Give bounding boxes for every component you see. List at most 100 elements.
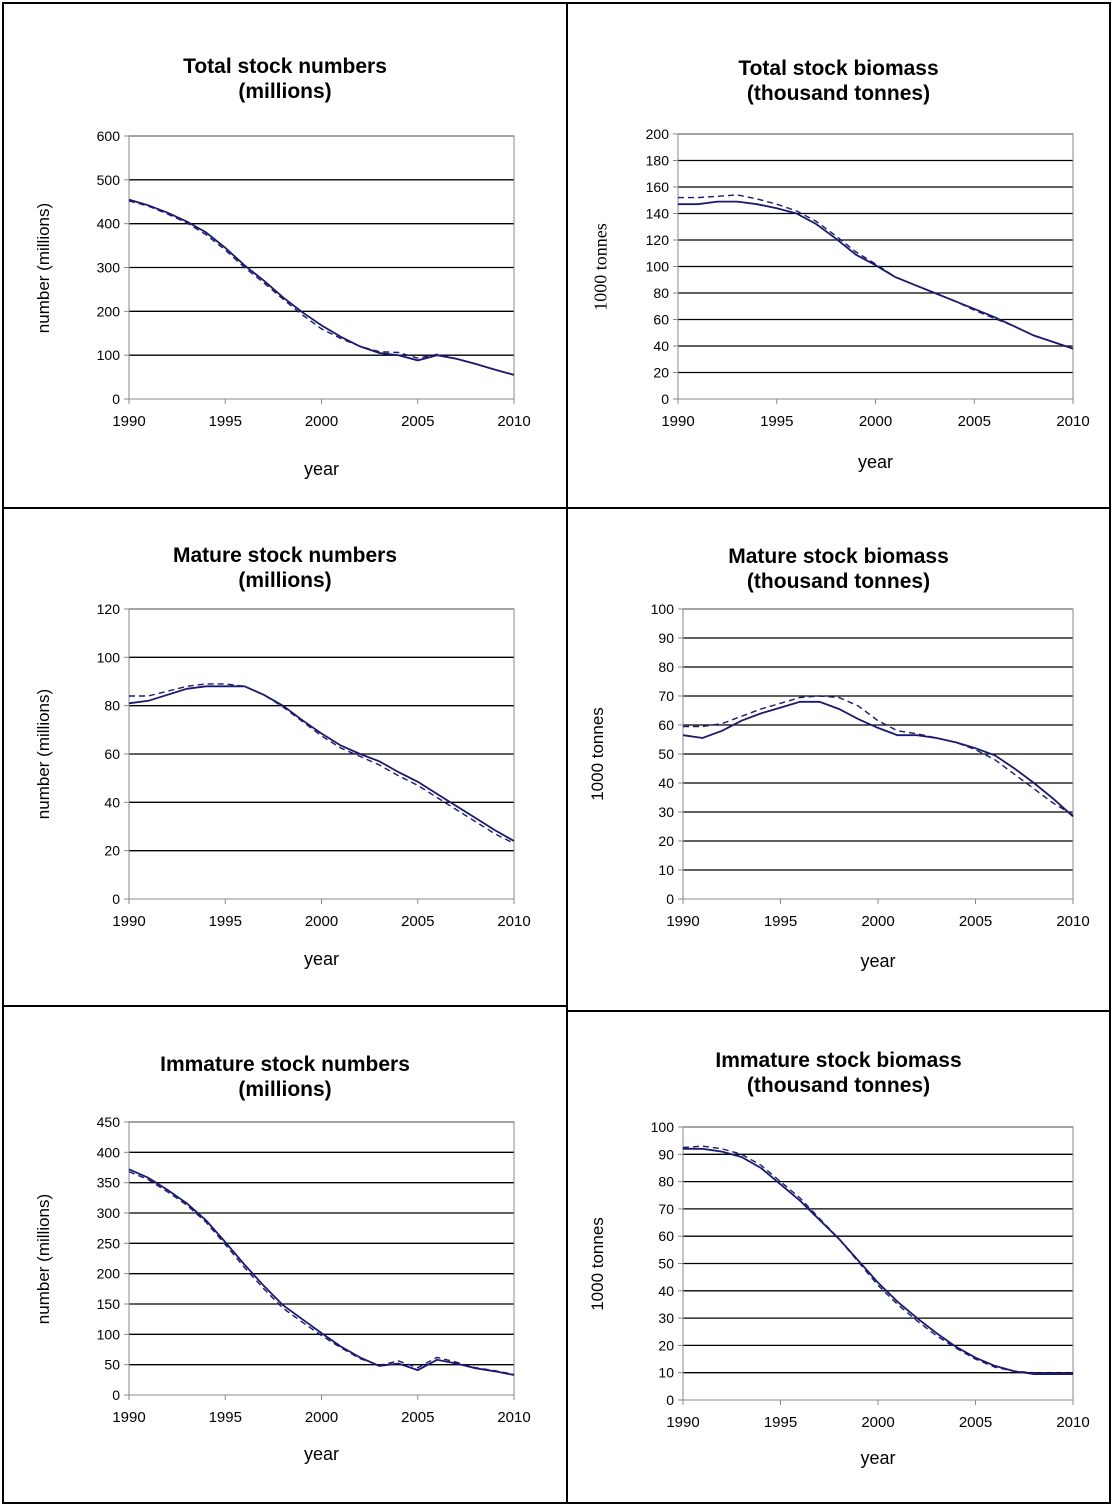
y-tick-label: 0 <box>112 1387 120 1403</box>
x-tick-label: 1995 <box>209 1409 242 1426</box>
y-tick-label: 40 <box>658 775 674 791</box>
y-tick-label: 10 <box>658 862 674 878</box>
x-tick-label: 1990 <box>112 913 145 930</box>
y-tick-label: 150 <box>97 1296 121 1312</box>
y-tick-label: 20 <box>104 843 120 859</box>
y-tick-label: 90 <box>658 1146 674 1162</box>
chart-title: Immature stock biomass (thousand tonnes) <box>568 1048 1109 1098</box>
y-tick-label: 50 <box>658 746 674 762</box>
chart-title-line: (millions) <box>238 1078 332 1101</box>
x-tick-label: 2000 <box>305 413 338 430</box>
x-tick-label: 1990 <box>666 913 699 930</box>
y-tick-label: 200 <box>97 1266 121 1282</box>
chart-panel-total-biomass: Total stock biomass (thousand tonnes) 0 20 4… <box>566 2 1111 509</box>
x-tick-label: 1995 <box>764 1414 797 1431</box>
y-tick-label: 600 <box>97 128 121 144</box>
chart-panel-mature-biomass: Mature stock biomass (thousand tonnes) 0 10… <box>566 507 1111 1012</box>
x-axis-label: year <box>857 452 894 472</box>
x-tick-label: 2000 <box>305 913 338 930</box>
x-tick-label: 2010 <box>1056 1414 1089 1431</box>
y-tick-label: 120 <box>97 601 121 617</box>
y-tick-label: 20 <box>653 365 669 381</box>
y-tick-label: 0 <box>112 891 120 907</box>
plot-area-frame <box>682 608 1074 900</box>
x-tick-label: 1995 <box>760 413 793 430</box>
y-tick-label: 80 <box>658 659 674 675</box>
y-tick-label: 70 <box>658 1201 674 1217</box>
x-tick-label: 2005 <box>959 913 992 930</box>
chart-plot: 0 100 200 300 400 500 600 1990 1995 2000 2005 2010 <box>97 128 531 430</box>
plot-area-frame <box>128 1121 515 1396</box>
series-line-dashed <box>128 1171 515 1376</box>
x-tick-label: 2005 <box>401 913 434 930</box>
y-axis-label: number (millions) <box>34 1193 53 1324</box>
chart-title: Total stock biomass (thousand tonnes) <box>568 56 1109 106</box>
chart-title-line: Total stock biomass <box>738 57 939 80</box>
x-axis-label: year <box>860 1448 896 1468</box>
y-tick-label: 10 <box>658 1365 674 1381</box>
y-tick-label: 120 <box>646 232 670 248</box>
chart-title-line: (millions) <box>238 80 332 103</box>
y-tick-label: 0 <box>666 891 674 907</box>
y-tick-label: 350 <box>97 1175 121 1191</box>
chart-title-line: Mature stock biomass <box>728 545 949 568</box>
y-tick-label: 70 <box>658 688 674 704</box>
y-axis-label: number (millions) <box>34 688 53 820</box>
x-tick-label: 2010 <box>1056 913 1089 930</box>
x-tick-label: 2010 <box>497 913 530 930</box>
chart-title-line: (thousand tonnes) <box>746 1074 931 1097</box>
y-tick-label: 40 <box>653 338 669 354</box>
x-tick-label: 2005 <box>401 1409 434 1426</box>
plot-area-frame <box>682 1126 1074 1401</box>
y-tick-label: 60 <box>653 312 669 328</box>
chart-title-line: (thousand tonnes) <box>746 82 931 105</box>
y-axis-label: 1000 tonnes <box>588 1216 607 1311</box>
chart-plot: 0 10 20 30 40 50 60 70 80 90 100 1990 1995 2000 2005 20… <box>651 1119 1090 1431</box>
plot-area-frame <box>677 133 1074 400</box>
x-tick-label: 1995 <box>209 413 242 430</box>
y-tick-label: 300 <box>97 1205 121 1221</box>
chart-panel-immature-biomass: Immature stock biomass (thousand tonnes) 0… <box>566 1010 1111 1504</box>
x-tick-label: 2010 <box>497 413 530 430</box>
series-line-dashed <box>128 200 515 376</box>
y-tick-label: 250 <box>97 1235 121 1251</box>
y-tick-label: 400 <box>97 216 121 232</box>
chart-title: Total stock numbers (millions) <box>4 54 566 104</box>
y-tick-label: 80 <box>104 698 120 714</box>
x-tick-label: 1990 <box>112 413 145 430</box>
chart-title-line: Mature stock numbers <box>172 544 398 567</box>
y-tick-label: 50 <box>104 1357 120 1373</box>
x-tick-label: 1995 <box>764 913 797 930</box>
series-line-solid <box>682 700 1074 818</box>
y-tick-label: 400 <box>97 1144 121 1160</box>
y-tick-label: 60 <box>658 717 674 733</box>
x-tick-label: 2000 <box>305 1409 338 1426</box>
y-tick-label: 30 <box>658 804 674 820</box>
chart-plot: 0 10 20 30 40 50 60 70 80 90 100 1990 1995 2000 2005 20… <box>651 601 1090 930</box>
chart-panel-immature-numbers: Immature stock numbers (millions) 0 50 100 15… <box>2 1005 568 1504</box>
x-tick-label: 2000 <box>859 413 892 430</box>
y-tick-label: 0 <box>112 391 120 407</box>
x-tick-label: 1990 <box>666 1414 699 1431</box>
x-tick-label: 2005 <box>958 413 991 430</box>
y-tick-label: 60 <box>104 746 120 762</box>
y-tick-label: 140 <box>646 206 670 222</box>
y-tick-label: 200 <box>646 126 670 142</box>
y-tick-label: 100 <box>646 259 670 275</box>
chart-panel-mature-numbers: Mature stock numbers (millions) 0 20 40 60 80 1… <box>2 507 568 1007</box>
y-tick-label: 500 <box>97 172 121 188</box>
y-tick-label: 450 <box>97 1114 121 1130</box>
y-tick-label: 100 <box>651 1119 675 1135</box>
chart-plot: 0 20 40 60 80 100 120 140 160 180 200 1990 1995 2000 2… <box>646 126 1090 430</box>
series-line-solid <box>128 198 515 376</box>
y-tick-label: 90 <box>658 630 674 646</box>
x-axis-label: year <box>860 951 896 971</box>
y-tick-label: 200 <box>97 303 121 319</box>
y-tick-label: 180 <box>646 153 670 169</box>
y-tick-label: 100 <box>651 601 675 617</box>
y-tick-label: 300 <box>97 260 121 276</box>
series-line-solid <box>128 1168 515 1376</box>
x-tick-label: 1995 <box>209 913 242 930</box>
x-tick-label: 2005 <box>401 413 434 430</box>
x-tick-label: 2010 <box>1056 413 1089 430</box>
